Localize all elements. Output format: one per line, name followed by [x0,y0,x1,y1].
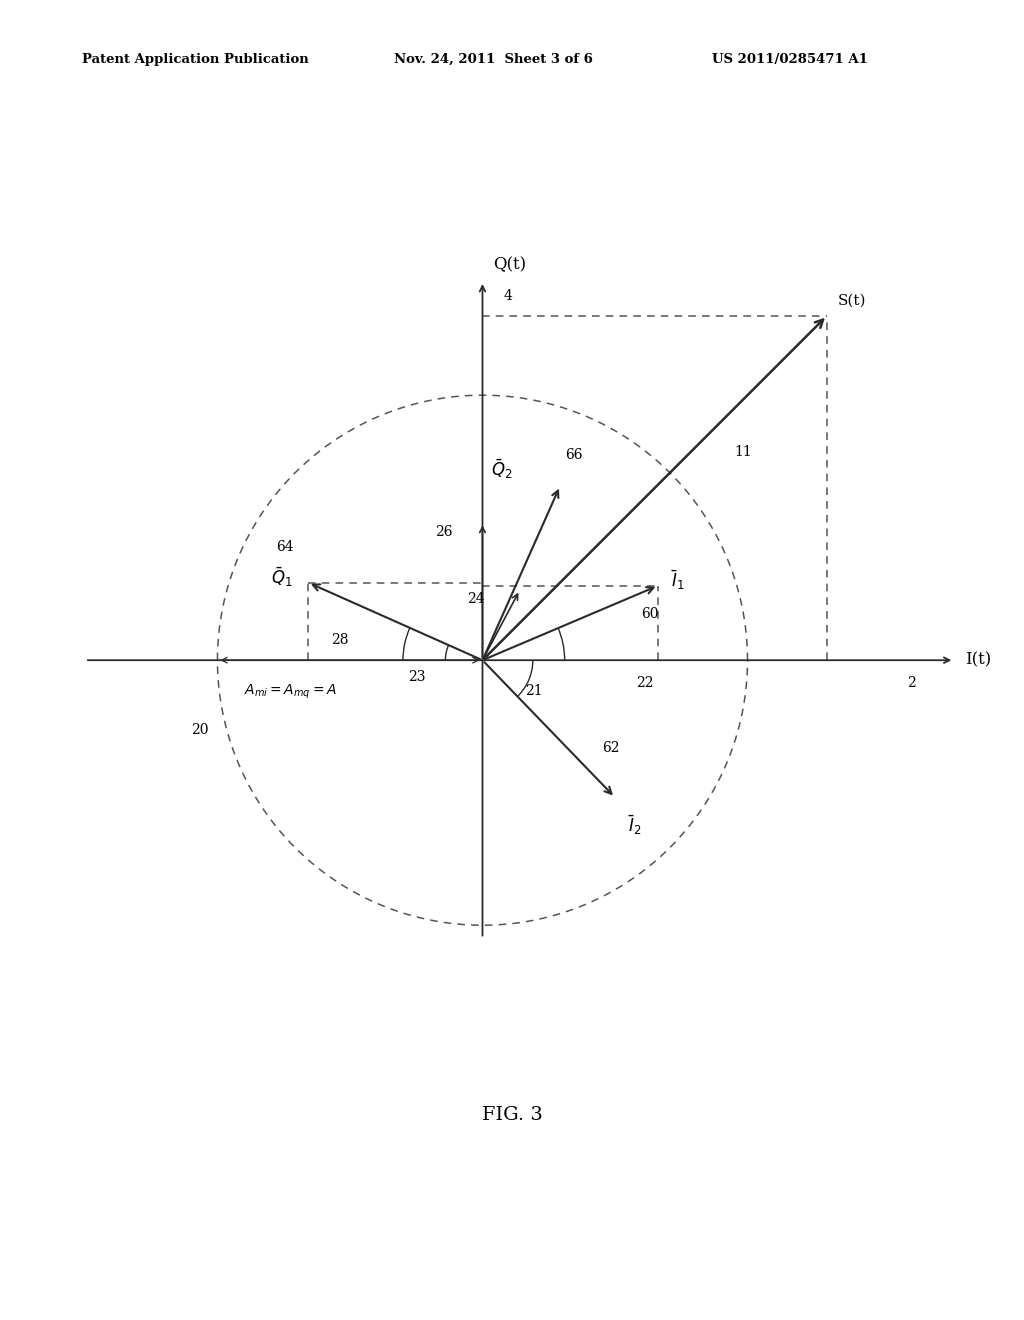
Text: I(t): I(t) [965,652,991,669]
Text: Q(t): Q(t) [494,256,526,273]
Text: S(t): S(t) [838,294,866,308]
Text: $\bar{Q}_1$: $\bar{Q}_1$ [270,565,292,589]
Text: 11: 11 [734,445,752,459]
Text: 22: 22 [636,676,653,690]
Text: US 2011/0285471 A1: US 2011/0285471 A1 [712,53,867,66]
Text: 64: 64 [276,540,294,554]
Text: Patent Application Publication: Patent Application Publication [82,53,308,66]
Text: 28: 28 [332,634,349,647]
Text: 20: 20 [190,723,209,738]
Text: 24: 24 [467,593,484,606]
Text: $A_{mi} = A_{mq} = A$: $A_{mi} = A_{mq} = A$ [244,682,337,701]
Text: $\bar{Q}_2$: $\bar{Q}_2$ [490,457,512,480]
Text: 21: 21 [525,684,543,698]
Text: $\bar{I}_2$: $\bar{I}_2$ [629,813,642,837]
Text: FIG. 3: FIG. 3 [481,1106,543,1125]
Text: 4: 4 [504,289,513,304]
Text: 62: 62 [602,742,620,755]
Text: 2: 2 [907,676,916,690]
Text: 23: 23 [409,671,426,684]
Text: 66: 66 [565,449,583,462]
Text: $\bar{I}_1$: $\bar{I}_1$ [672,569,685,593]
Text: 26: 26 [435,524,453,539]
Text: 60: 60 [641,607,659,620]
Text: Nov. 24, 2011  Sheet 3 of 6: Nov. 24, 2011 Sheet 3 of 6 [394,53,593,66]
